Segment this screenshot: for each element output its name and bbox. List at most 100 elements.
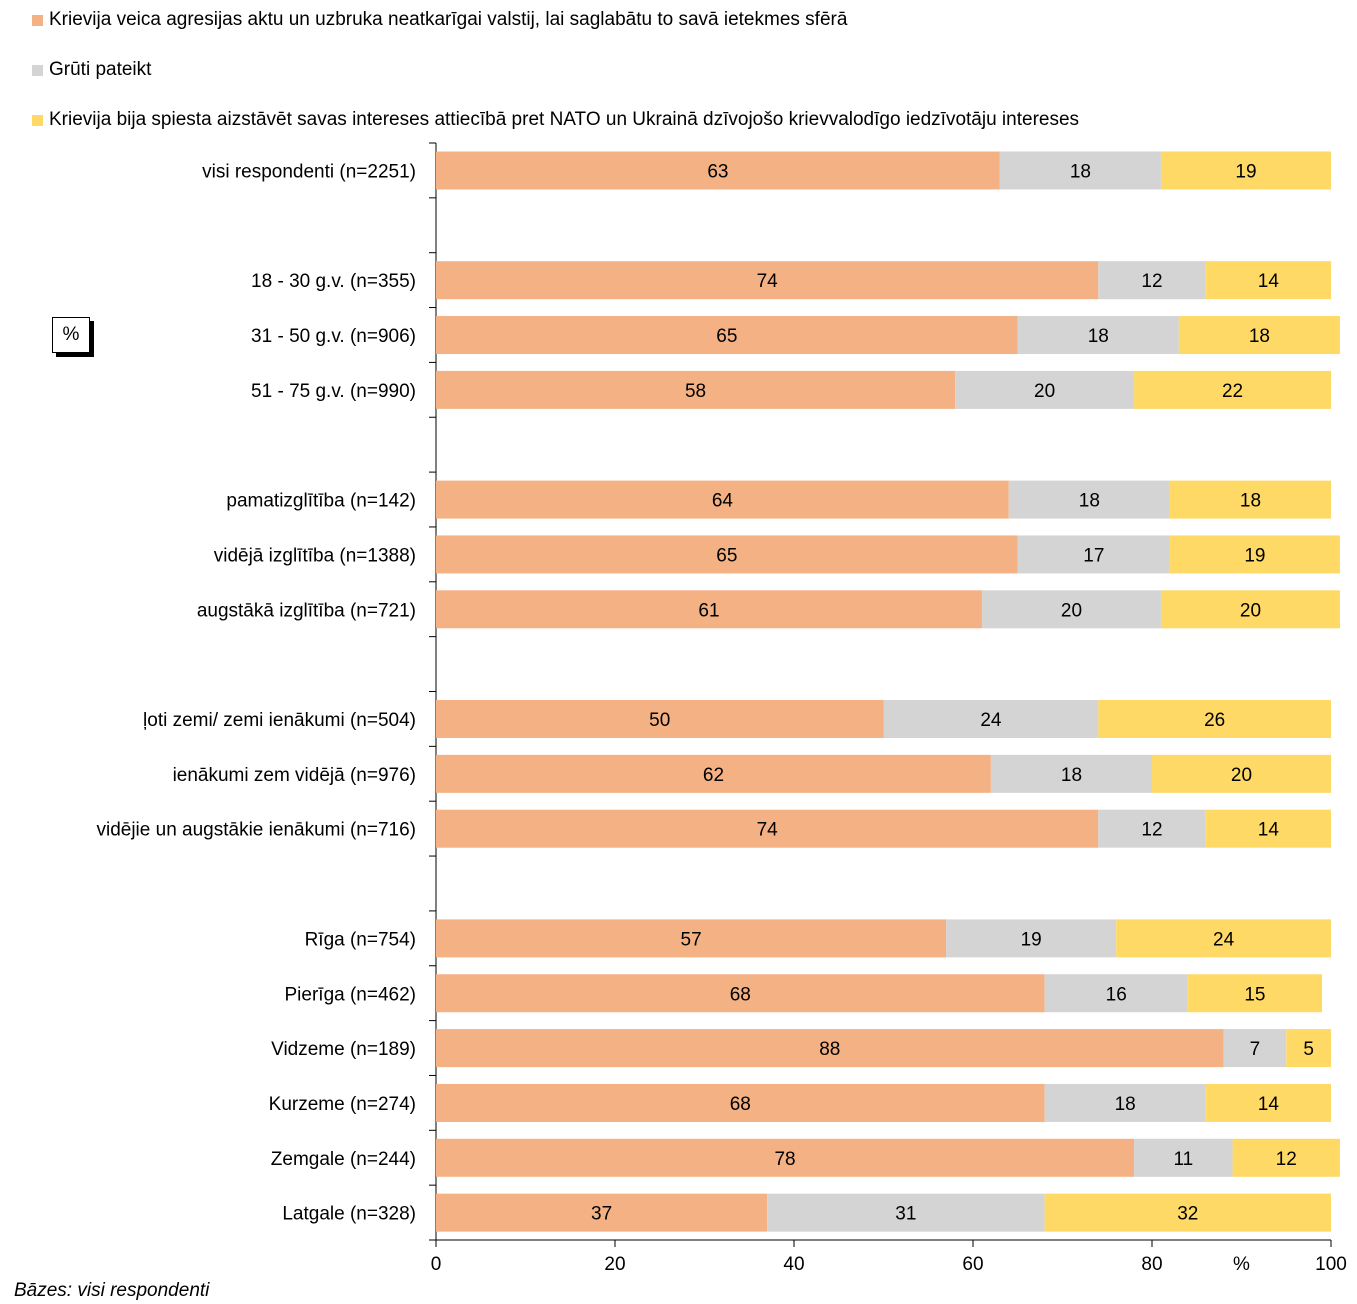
- legend-label-defend-interests: Krievija bija spiesta aizstāvēt savas in…: [49, 109, 1080, 130]
- legend-swatch-hard-to-say: [32, 64, 43, 76]
- bar-segment: [436, 919, 947, 958]
- data-label: 31: [895, 1204, 916, 1225]
- x-tick-label: 100: [1315, 1254, 1347, 1275]
- legend-item-aggression: Krievija veica agresijas aktu un uzbruka…: [32, 6, 847, 34]
- bar-segment: [1017, 316, 1179, 355]
- data-label: 14: [1258, 271, 1280, 292]
- bar-segment: [1286, 1029, 1331, 1068]
- data-label: 19: [1244, 545, 1265, 566]
- bar-segment: [436, 151, 1000, 190]
- bar-segment: [1116, 919, 1331, 958]
- data-label: 12: [1141, 820, 1162, 841]
- legend-label-hard-to-say: Grūti pateikt: [49, 59, 152, 80]
- category-label: augstākā izglītība (n=721): [197, 600, 416, 621]
- data-label: 65: [716, 545, 737, 566]
- bar-segment: [436, 1083, 1045, 1122]
- footnote: Bāzes: visi respondenti: [14, 1280, 210, 1301]
- category-label: visi respondenti (n=2251): [202, 162, 416, 183]
- data-label: 14: [1258, 1094, 1280, 1115]
- bar-segment: [1169, 480, 1331, 519]
- data-label: 24: [980, 710, 1002, 731]
- bar-segment: [1044, 974, 1188, 1013]
- bar-segment: [883, 700, 1099, 738]
- unit-label-box: %: [52, 317, 90, 353]
- bar-segment: [1134, 370, 1331, 409]
- legend-item-hard-to-say: Grūti pateikt: [32, 56, 151, 84]
- category-label: vidējā izglītība (n=1388): [214, 545, 416, 566]
- data-label: 61: [698, 600, 719, 621]
- data-label: 19: [1235, 162, 1256, 183]
- category-label: 31 - 50 g.v. (n=906): [251, 326, 416, 347]
- category-label: Kurzeme (n=274): [269, 1094, 416, 1115]
- bar-segment: [999, 151, 1161, 190]
- category-label: Zemgale (n=244): [271, 1149, 416, 1170]
- category-label: vidējie un augstākie ienākumi (n=716): [96, 820, 416, 841]
- data-label: 12: [1276, 1149, 1297, 1170]
- bar-segment: [436, 535, 1018, 574]
- bar-segment: [1008, 480, 1170, 519]
- category-label: Vidzeme (n=189): [271, 1039, 416, 1060]
- legend-swatch-aggression: [32, 14, 43, 26]
- x-tick-label: 20: [604, 1254, 625, 1275]
- bar-segment: [1205, 1083, 1331, 1122]
- bar-segment: [1044, 1193, 1331, 1232]
- category-label: 51 - 75 g.v. (n=990): [251, 381, 416, 402]
- category-label: 18 - 30 g.v. (n=355): [251, 271, 416, 292]
- data-label: 20: [1231, 765, 1252, 786]
- data-label: 15: [1244, 984, 1265, 1005]
- data-label: 64: [712, 491, 734, 512]
- data-label: 20: [1061, 600, 1082, 621]
- x-tick-label: 60: [962, 1254, 983, 1275]
- data-label: 32: [1177, 1204, 1198, 1225]
- bar-segment: [1232, 1138, 1340, 1177]
- bar-segment: [1223, 1029, 1287, 1068]
- category-label: Pierīga (n=462): [285, 984, 417, 1005]
- bar-segment: [436, 480, 1009, 519]
- data-label: 18: [1079, 491, 1100, 512]
- bar-segment: [981, 590, 1161, 629]
- data-label: 63: [707, 162, 728, 183]
- data-label: 78: [774, 1149, 795, 1170]
- data-label: 74: [757, 271, 779, 292]
- data-label: 18: [1249, 326, 1270, 347]
- data-label: 68: [730, 1094, 751, 1115]
- data-label: 18: [1240, 491, 1261, 512]
- data-label: 62: [703, 765, 724, 786]
- data-label: 57: [681, 929, 702, 950]
- bar-segment: [990, 754, 1152, 793]
- data-label: 37: [591, 1204, 612, 1225]
- bar-segment: [436, 261, 1099, 300]
- data-label: 12: [1141, 271, 1162, 292]
- bar-segment: [436, 370, 956, 409]
- bar-segment: [1044, 1083, 1206, 1122]
- legend-swatch-defend-interests: [32, 114, 43, 126]
- bar-segment: [767, 1193, 1045, 1232]
- bar-segment: [436, 316, 1018, 355]
- bar-segment: [1160, 151, 1331, 190]
- bar-segment: [1134, 1138, 1233, 1177]
- category-label: Rīga (n=754): [305, 929, 416, 950]
- bar-segment: [955, 370, 1135, 409]
- bar-segment: [1152, 754, 1331, 793]
- bar-segment: [436, 700, 884, 738]
- data-label: 68: [730, 984, 751, 1005]
- data-label: 17: [1083, 545, 1104, 566]
- data-label: 88: [819, 1039, 840, 1060]
- category-label: ienākumi zem vidējā (n=976): [173, 765, 416, 786]
- bar-segment: [436, 1193, 768, 1232]
- unit-label: %: [62, 324, 80, 345]
- data-label: 16: [1106, 984, 1127, 1005]
- bar-segment: [436, 590, 982, 629]
- data-label: 18: [1088, 326, 1109, 347]
- data-label: 24: [1213, 929, 1235, 950]
- data-label: 65: [716, 326, 737, 347]
- bar-segment: [1098, 261, 1206, 300]
- legend-item-defend-interests: Krievija bija spiesta aizstāvēt savas in…: [32, 106, 1079, 134]
- data-label: 20: [1240, 600, 1261, 621]
- category-label: Latgale (n=328): [282, 1204, 416, 1225]
- bar-segment: [1098, 809, 1206, 848]
- data-label: 5: [1303, 1039, 1314, 1060]
- data-label: 50: [649, 710, 670, 731]
- x-axis-unit-label: %: [1233, 1254, 1250, 1275]
- data-label: 14: [1258, 820, 1280, 841]
